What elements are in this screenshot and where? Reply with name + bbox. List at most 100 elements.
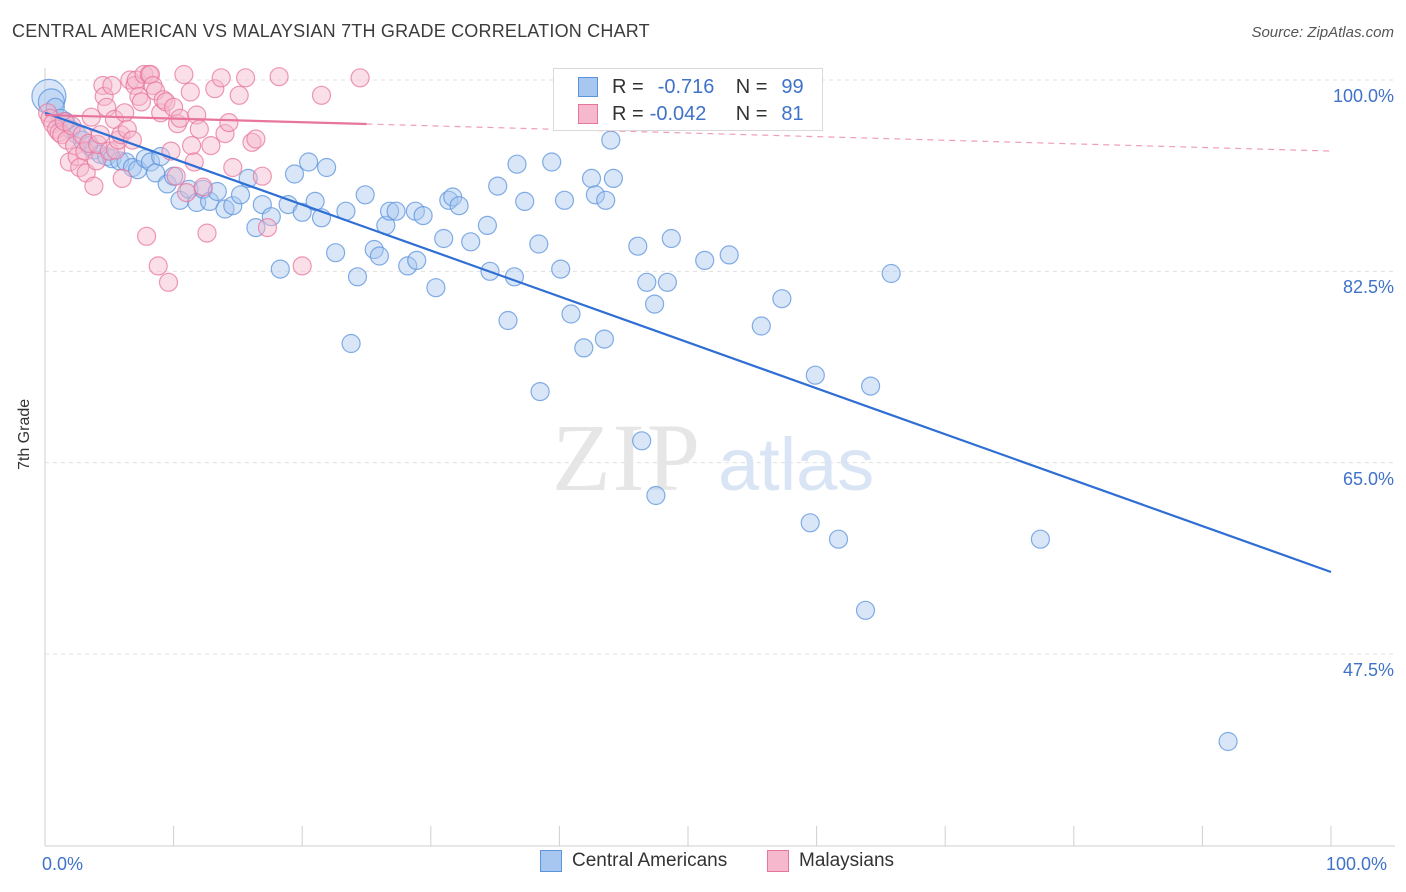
data-point bbox=[585, 185, 606, 205]
data-point bbox=[197, 223, 217, 243]
data-point bbox=[644, 294, 665, 314]
data-point bbox=[530, 382, 550, 402]
data-point bbox=[292, 202, 312, 222]
data-point bbox=[488, 176, 508, 196]
stats-n-value: 99 bbox=[781, 75, 804, 98]
y-tick-label: 82.5% bbox=[1342, 277, 1394, 298]
data-point bbox=[529, 234, 549, 254]
legend-swatch-malaysians bbox=[767, 850, 789, 872]
data-point bbox=[211, 68, 231, 88]
data-point bbox=[292, 256, 312, 276]
data-point bbox=[137, 226, 157, 246]
data-point bbox=[661, 228, 681, 249]
data-point bbox=[426, 278, 446, 298]
y-tick-label: 47.5% bbox=[1342, 660, 1394, 680]
data-point bbox=[200, 191, 220, 211]
chart-source: Source: ZipAtlas.com bbox=[1251, 24, 1394, 41]
data-point bbox=[270, 259, 290, 279]
trend-line-central-americans bbox=[44, 111, 1332, 574]
data-point bbox=[800, 513, 820, 533]
series-malaysians bbox=[37, 64, 370, 292]
data-point bbox=[751, 316, 771, 336]
data-point bbox=[507, 154, 527, 174]
data-point bbox=[201, 136, 221, 156]
data-point bbox=[215, 124, 235, 144]
data-point bbox=[317, 157, 337, 178]
data-point bbox=[601, 130, 621, 150]
data-point bbox=[695, 250, 715, 270]
stats-box: R = -0.716 N = 99 R = -0.042 N = 81 bbox=[553, 68, 823, 131]
data-point bbox=[657, 272, 678, 292]
stats-n-label: N = bbox=[735, 102, 768, 125]
chart-title: CENTRAL AMERICAN VS MALAYSIAN 7TH GRADE … bbox=[12, 21, 650, 41]
data-point bbox=[143, 75, 163, 96]
data-point bbox=[148, 256, 168, 276]
data-point bbox=[637, 272, 657, 292]
data-point bbox=[347, 267, 368, 287]
stats-swatch-central-americans bbox=[578, 77, 598, 97]
data-point bbox=[164, 97, 184, 117]
data-point bbox=[219, 112, 239, 133]
stats-n-value: 81 bbox=[781, 102, 804, 125]
data-point bbox=[632, 431, 652, 451]
data-point bbox=[131, 92, 151, 112]
data-point bbox=[386, 201, 406, 221]
data-point bbox=[205, 79, 225, 99]
data-point bbox=[355, 185, 375, 205]
data-point bbox=[554, 190, 575, 210]
legend-label-malaysians: Malaysians bbox=[799, 850, 895, 871]
data-point bbox=[299, 152, 319, 172]
data-point bbox=[1030, 529, 1051, 549]
watermark-atlas: atlas bbox=[718, 423, 874, 506]
y-tick-label: 100.0% bbox=[1332, 86, 1394, 106]
data-point bbox=[628, 236, 648, 256]
data-point bbox=[855, 600, 876, 620]
data-point bbox=[117, 119, 137, 139]
axes bbox=[44, 68, 1395, 847]
points-layer bbox=[31, 64, 1238, 752]
legend-label-central-americans: Central Americans bbox=[572, 850, 728, 871]
data-point bbox=[860, 376, 881, 396]
data-point bbox=[174, 64, 194, 85]
legend-item-central-americans[interactable]: Central Americans bbox=[540, 850, 727, 872]
series-central-americans bbox=[31, 78, 1238, 752]
data-point bbox=[719, 245, 739, 265]
data-point bbox=[646, 485, 666, 506]
watermark-zip: ZIP bbox=[552, 404, 702, 511]
data-point bbox=[594, 329, 615, 349]
stats-n-label: N = bbox=[735, 75, 768, 98]
data-point bbox=[380, 201, 400, 221]
data-point bbox=[350, 68, 370, 88]
data-point bbox=[236, 68, 256, 88]
data-point bbox=[176, 183, 197, 203]
data-point bbox=[229, 85, 249, 105]
data-point bbox=[207, 181, 227, 202]
data-point bbox=[515, 191, 535, 211]
y-tick-label: 65.0% bbox=[1342, 468, 1394, 489]
data-point bbox=[311, 85, 332, 105]
data-point bbox=[596, 190, 616, 210]
data-point bbox=[112, 168, 132, 188]
legend-swatch-central-americans bbox=[540, 850, 562, 872]
gridlines bbox=[45, 79, 1395, 655]
data-point bbox=[881, 263, 901, 284]
stats-row-malaysians: R = -0.042 N = 81 bbox=[578, 100, 804, 128]
data-point bbox=[461, 232, 481, 252]
data-point bbox=[551, 259, 571, 279]
data-point bbox=[158, 272, 179, 292]
data-point bbox=[805, 365, 825, 385]
data-point bbox=[341, 333, 361, 354]
data-point bbox=[223, 196, 243, 216]
legend-item-malaysians[interactable]: Malaysians bbox=[767, 850, 894, 872]
trend-line-malaysians-dashed bbox=[366, 123, 1332, 152]
data-point bbox=[434, 228, 454, 249]
data-point bbox=[189, 119, 209, 139]
data-point bbox=[252, 166, 272, 186]
data-point bbox=[477, 215, 497, 235]
x-tick-label-right: 100.0% bbox=[1326, 854, 1388, 874]
data-point bbox=[102, 75, 122, 96]
data-point bbox=[574, 338, 594, 358]
stats-r-value: -0.042 bbox=[649, 102, 707, 125]
data-point bbox=[498, 310, 518, 331]
